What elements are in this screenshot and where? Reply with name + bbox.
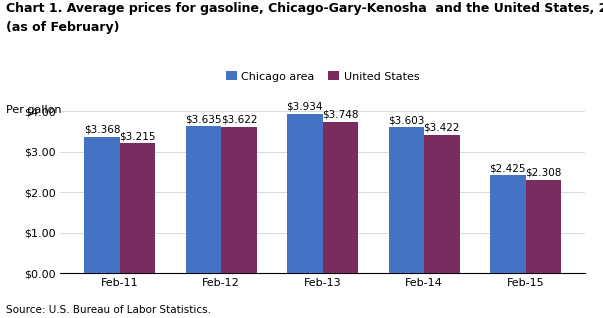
Text: (as of February): (as of February) [6,21,119,34]
Text: $3.603: $3.603 [388,115,425,125]
Bar [119,143,155,273]
Bar [221,127,257,273]
Text: $2.308: $2.308 [525,168,561,178]
Bar [186,126,221,273]
Bar [490,175,526,273]
Bar [323,121,358,273]
Text: $3.748: $3.748 [322,109,359,120]
Bar [526,180,561,273]
Bar [84,137,119,273]
Text: $3.635: $3.635 [185,114,222,124]
Bar [388,128,424,273]
Text: $3.368: $3.368 [84,125,120,135]
Legend: Chicago area, United States: Chicago area, United States [226,72,419,81]
Text: Source: U.S. Bureau of Labor Statistics.: Source: U.S. Bureau of Labor Statistics. [6,305,211,315]
Text: $3.422: $3.422 [423,123,460,133]
Bar [287,114,323,273]
Text: $2.425: $2.425 [490,163,526,173]
Bar [424,135,459,273]
Text: $3.934: $3.934 [286,102,323,112]
Text: Per gallon: Per gallon [6,105,62,115]
Text: $3.215: $3.215 [119,131,156,141]
Text: Chart 1. Average prices for gasoline, Chicago-Gary-Kenosha  and the United State: Chart 1. Average prices for gasoline, Ch… [6,2,603,15]
Text: $3.622: $3.622 [221,114,257,125]
